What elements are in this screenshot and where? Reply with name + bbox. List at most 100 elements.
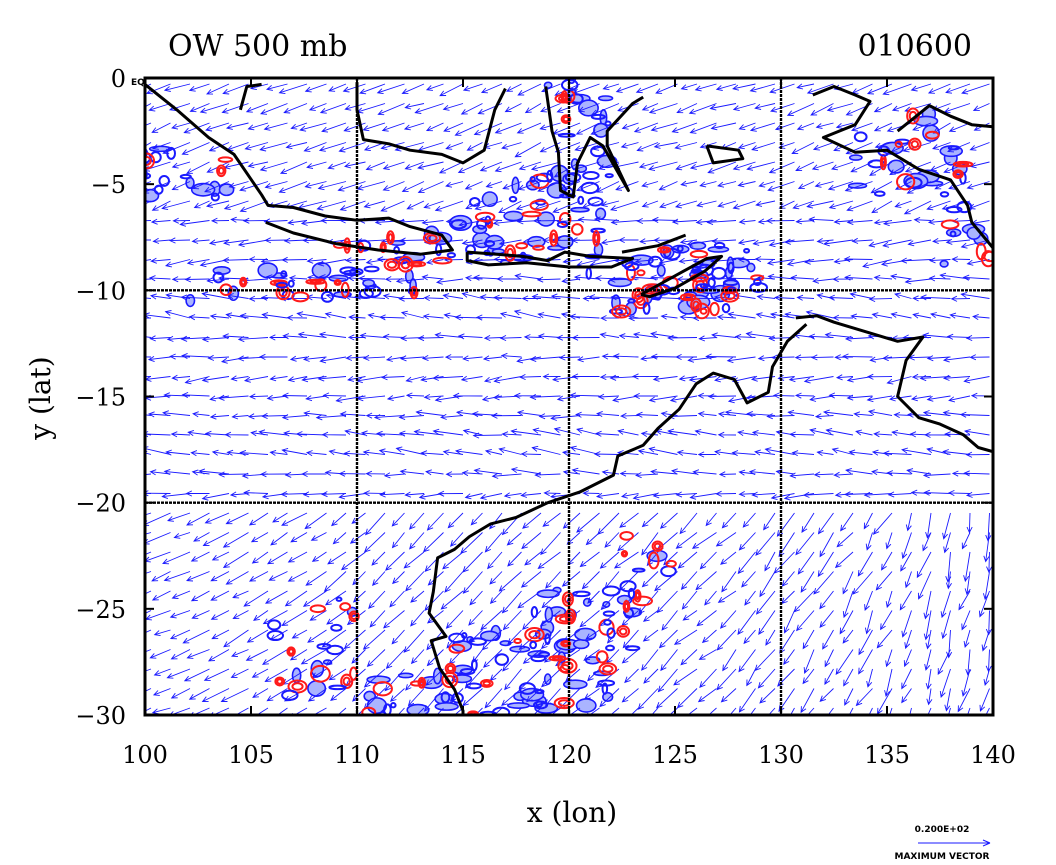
wind-vector [186,571,210,582]
wind-vector [183,668,210,682]
negative-contour [580,181,600,195]
wind-vector [948,707,951,715]
wind-vector [510,467,542,475]
wind-vector [641,649,659,671]
wind-vector [148,103,171,112]
wind-vector [929,312,951,319]
wind-vector [381,122,405,132]
wind-vector [812,142,834,151]
wind-vector [153,629,171,637]
wind-vector [696,610,717,627]
wind-vector [585,532,600,546]
wind-vector [808,216,834,223]
wind-vector [284,590,308,607]
wind-vector [937,649,951,676]
wind-vector [163,83,191,92]
wind-vector [581,571,600,590]
wind-vector [209,413,230,420]
negative-contour [468,637,487,646]
wind-vector [186,259,210,266]
wind-vector [851,122,873,132]
negative-contour [280,270,288,278]
positive-contour [896,173,916,191]
wind-vector [460,375,483,382]
wind-vector [963,428,990,436]
wind-vector [145,610,152,615]
wind-vector [423,294,444,301]
wind-vector [961,83,990,95]
wind-vector [882,220,912,227]
coastline [705,144,745,165]
wind-vector [751,491,776,498]
wind-vector [170,431,191,438]
wind-vector [819,688,834,703]
wind-vector [641,532,659,556]
positive-contour [334,280,341,285]
wind-vector [474,200,503,211]
wind-vector [766,259,795,266]
wind-vector [432,428,464,436]
wind-vector [452,392,483,399]
wind-vector [541,668,561,688]
wind-vector [163,571,191,582]
wind-vector [426,512,444,531]
wind-vector [328,449,347,456]
positive-contour [288,648,295,655]
positive-contour [615,307,628,316]
wind-vector [168,237,191,244]
wind-vector [868,239,893,248]
wind-vector [924,649,932,671]
wind-vector [230,375,249,382]
wind-vector [250,532,269,543]
wind-vector [422,313,444,320]
wind-vector [675,491,698,498]
wind-vector [688,103,717,115]
wind-vector [148,275,171,282]
wind-vector [493,376,522,384]
negative-contour [753,278,762,286]
wind-vector [362,122,386,132]
wind-vector [583,688,600,700]
wind-vector [640,430,659,437]
wind-vector [365,161,386,171]
wind-vector [755,200,776,207]
positive-contour [880,157,886,168]
wind-vector [797,551,815,575]
wind-vector [925,668,932,690]
wind-vector [306,257,327,264]
wind-vector [262,649,288,665]
wind-vector [658,629,678,649]
wind-vector [732,200,756,210]
wind-vector [813,571,834,595]
wind-vector [520,491,542,498]
wind-vector [621,688,639,703]
wind-vector [391,532,405,549]
wind-vector [705,512,717,527]
wind-vector [232,610,249,619]
wind-vector [471,411,503,418]
wind-vector [189,103,210,113]
wind-vector [225,312,249,319]
wind-vector [576,427,600,436]
wind-vector [363,668,386,688]
positive-contour [348,610,360,623]
wind-vector [835,374,854,381]
wind-vector [145,707,152,712]
wind-vector [520,450,542,458]
wind-vector [738,649,756,673]
wind-vector [754,256,776,263]
wind-vector [287,551,308,563]
negative-contour [949,230,957,238]
wind-vector [727,311,756,319]
wind-vector [604,532,620,548]
wind-vector [520,571,542,588]
wind-vector [280,491,308,498]
wind-vector [756,294,776,301]
wind-vector [828,294,854,301]
wind-vector [225,512,249,525]
negative-contour [676,245,684,253]
wind-vector [653,142,678,149]
wind-vector [964,571,971,596]
wind-vector [675,532,698,549]
wind-vector [628,315,659,322]
